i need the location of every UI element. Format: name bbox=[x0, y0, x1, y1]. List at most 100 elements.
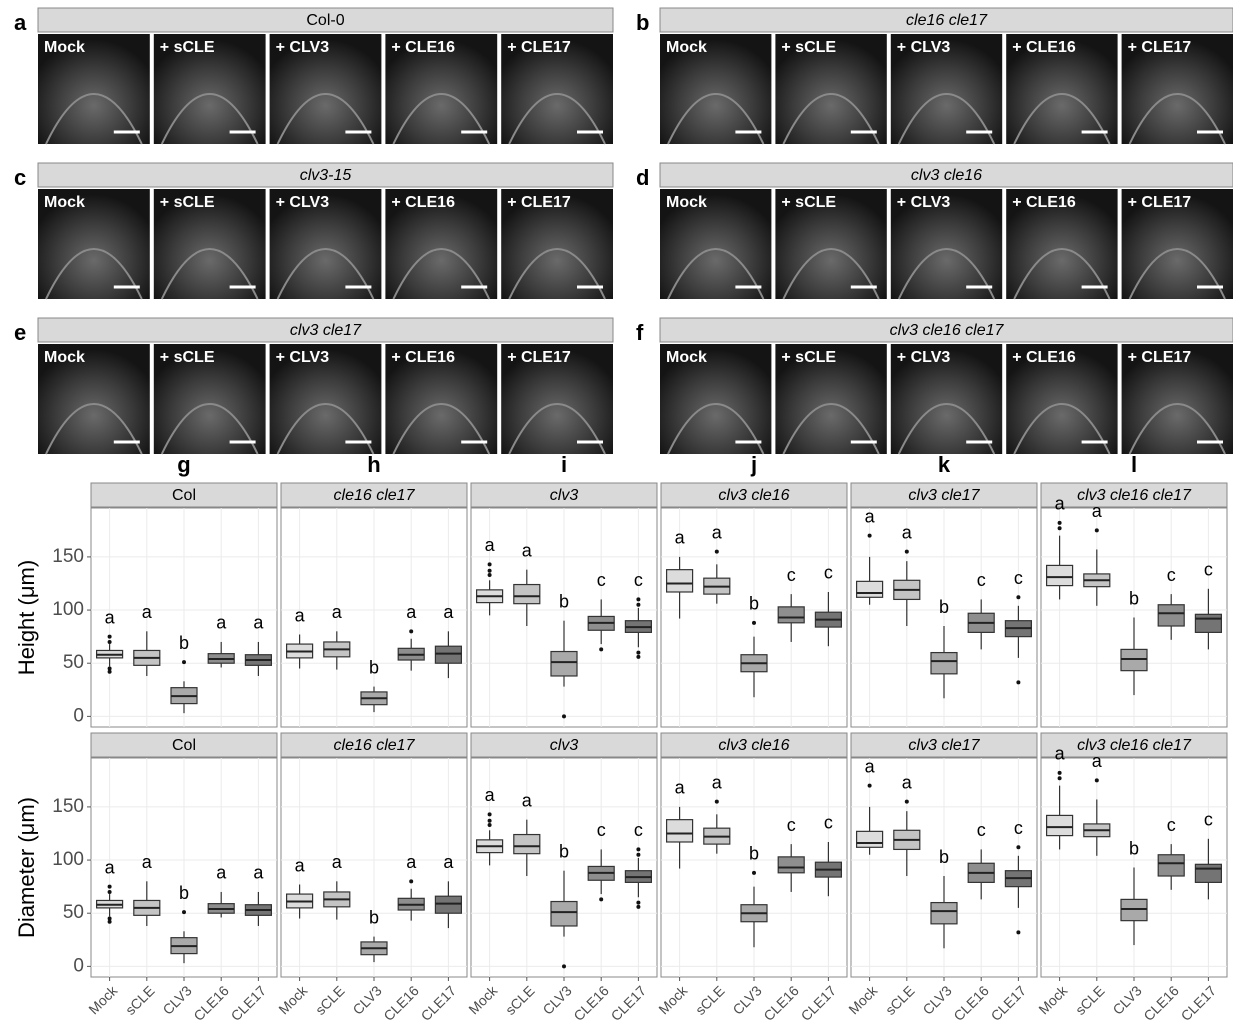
outlier bbox=[1016, 930, 1020, 934]
treatment-label: + CLE17 bbox=[1128, 194, 1192, 211]
panel-title: Col-0 bbox=[306, 12, 344, 29]
treatment-label: + CLV3 bbox=[276, 194, 330, 211]
outlier bbox=[562, 964, 566, 968]
x-tick-label: CLE17 bbox=[608, 982, 650, 1024]
box bbox=[551, 652, 577, 676]
facet-title: cle16 cle17 bbox=[334, 737, 416, 754]
treatment-label: Mock bbox=[666, 39, 707, 56]
x-tick-label: sCLE bbox=[312, 982, 348, 1018]
group-letter: c bbox=[1167, 815, 1176, 835]
treatment-label: + CLV3 bbox=[897, 39, 951, 56]
treatment-label: + sCLE bbox=[160, 349, 215, 366]
group-letter: b bbox=[369, 907, 379, 927]
facet-title: Col bbox=[172, 737, 196, 754]
outlier bbox=[1016, 845, 1020, 849]
outlier bbox=[409, 879, 413, 883]
outlier bbox=[636, 603, 640, 607]
outlier bbox=[1058, 771, 1062, 775]
group-letter: a bbox=[332, 852, 343, 872]
group-letter: a bbox=[712, 772, 723, 792]
group-letter: b bbox=[179, 883, 189, 903]
group-letter: c bbox=[1014, 818, 1023, 838]
outlier bbox=[1016, 680, 1020, 684]
x-tick-label: CLE17 bbox=[798, 982, 840, 1024]
x-tick-label: Mock bbox=[465, 982, 501, 1018]
outlier bbox=[108, 635, 112, 639]
outlier bbox=[1058, 776, 1062, 780]
outlier bbox=[182, 660, 186, 664]
outlier bbox=[636, 905, 640, 909]
x-tick-label: CLE16 bbox=[380, 982, 422, 1024]
group-letter: c bbox=[977, 820, 986, 840]
box bbox=[1158, 855, 1184, 876]
treatment-label: + CLV3 bbox=[276, 39, 330, 56]
treatment-label: + CLE17 bbox=[507, 349, 571, 366]
group-letter: c bbox=[824, 563, 833, 583]
outlier bbox=[636, 847, 640, 851]
group-letter: c bbox=[824, 813, 833, 833]
box bbox=[778, 607, 804, 623]
outlier bbox=[636, 901, 640, 905]
box bbox=[667, 820, 693, 842]
group-letter: b bbox=[369, 657, 379, 677]
page: {"image_panels": [ {"letter": "a", "titl… bbox=[0, 0, 1233, 1028]
group-letter: a bbox=[865, 756, 876, 776]
group-letter: a bbox=[105, 857, 116, 877]
group-letter: b bbox=[939, 597, 949, 617]
treatment-label: Mock bbox=[44, 349, 85, 366]
group-letter: a bbox=[522, 790, 533, 810]
x-tick-label: sCLE bbox=[502, 982, 538, 1018]
outlier bbox=[488, 823, 492, 827]
treatment-label: + CLE17 bbox=[1128, 349, 1192, 366]
treatment-label: + sCLE bbox=[781, 39, 836, 56]
treatment-label: Mock bbox=[666, 194, 707, 211]
group-letter: a bbox=[332, 602, 343, 622]
outlier bbox=[905, 550, 909, 554]
group-letter: a bbox=[902, 522, 913, 542]
group-letter: a bbox=[1055, 744, 1066, 764]
group-letter: a bbox=[295, 855, 306, 875]
group-letter: a bbox=[216, 613, 227, 633]
group-letter: a bbox=[522, 540, 533, 560]
group-letter: a bbox=[1092, 501, 1103, 521]
box bbox=[1047, 815, 1073, 835]
panel-letter: b bbox=[636, 10, 649, 35]
y-axis-label: Height (μm) bbox=[14, 560, 39, 675]
outlier bbox=[108, 885, 112, 889]
outlier bbox=[905, 800, 909, 804]
treatment-label: Mock bbox=[44, 39, 85, 56]
y-tick-label: 100 bbox=[52, 599, 84, 620]
group-letter: b bbox=[559, 591, 569, 611]
group-letter: c bbox=[977, 570, 986, 590]
treatment-label: + CLE16 bbox=[391, 349, 455, 366]
facet-title: clv3 cle17 bbox=[908, 737, 980, 754]
group-letter: a bbox=[406, 602, 417, 622]
panel-title: clv3 cle17 bbox=[290, 322, 362, 339]
box bbox=[1047, 565, 1073, 585]
x-tick-label: sCLE bbox=[882, 982, 918, 1018]
group-letter: c bbox=[787, 565, 796, 585]
outlier bbox=[1095, 778, 1099, 782]
outlier bbox=[488, 562, 492, 566]
group-letter: a bbox=[675, 528, 686, 548]
treatment-label: + sCLE bbox=[160, 194, 215, 211]
group-letter: b bbox=[179, 633, 189, 653]
panel-letter: k bbox=[938, 452, 951, 477]
box bbox=[551, 902, 577, 926]
outlier bbox=[599, 897, 603, 901]
outlier bbox=[488, 569, 492, 573]
box bbox=[931, 903, 957, 924]
treatment-label: + sCLE bbox=[160, 39, 215, 56]
panel-title: clv3 cle16 cle17 bbox=[890, 322, 1005, 339]
group-letter: c bbox=[1167, 565, 1176, 585]
outlier bbox=[108, 890, 112, 894]
group-letter: a bbox=[105, 607, 116, 627]
panel-letter: c bbox=[14, 165, 26, 190]
treatment-label: + sCLE bbox=[781, 194, 836, 211]
outlier bbox=[1016, 595, 1020, 599]
x-tick-label: Mock bbox=[1035, 982, 1071, 1018]
box bbox=[435, 896, 461, 913]
x-tick-label: CLE17 bbox=[1178, 982, 1220, 1024]
y-tick-label: 150 bbox=[52, 546, 84, 567]
outlier bbox=[752, 621, 756, 625]
